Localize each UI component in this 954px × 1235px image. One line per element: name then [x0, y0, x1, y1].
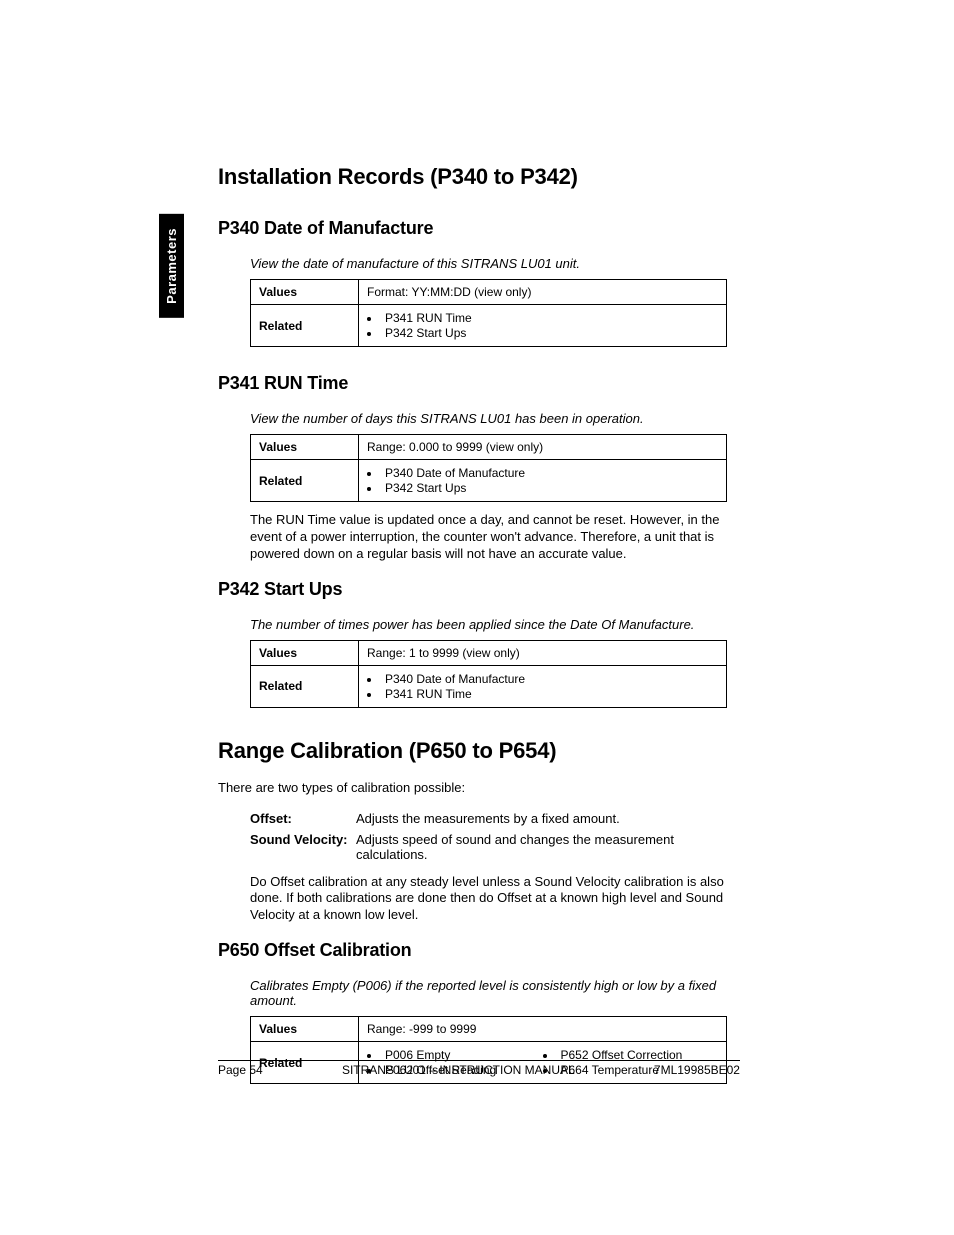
note-range: Do Offset calibration at any steady leve… [250, 874, 738, 925]
cell-label: Related [251, 460, 359, 502]
list-item: P341 RUN Time [381, 311, 718, 325]
cell-value: P340 Date of Manufacture P342 Start Ups [359, 460, 727, 502]
table-row: Values Format: YY:MM:DD (view only) [251, 280, 727, 305]
def-offset: Offset: Adjusts the measurements by a fi… [250, 811, 738, 826]
footer-page: Page 54 [218, 1063, 263, 1077]
table-row: Values Range: 1 to 9999 (view only) [251, 640, 727, 665]
heading-p650: P650 Offset Calibration [218, 940, 738, 961]
cell-value: Range: 0.000 to 9999 (view only) [359, 435, 727, 460]
cell-value: Range: 1 to 9999 (view only) [359, 640, 727, 665]
cell-label: Values [251, 435, 359, 460]
desc-p342: The number of times power has been appli… [250, 617, 738, 632]
cell-value: P341 RUN Time P342 Start Ups [359, 305, 727, 347]
cell-value: P340 Date of Manufacture P341 RUN Time [359, 665, 727, 707]
list-item: P340 Date of Manufacture [381, 466, 718, 480]
def-term: Offset: [250, 811, 356, 826]
section-heading-range: Range Calibration (P650 to P654) [218, 738, 738, 764]
table-row: Related P340 Date of Manufacture P341 RU… [251, 665, 727, 707]
def-sound-velocity: Sound Velocity: Adjusts speed of sound a… [250, 832, 738, 862]
table-row: Related P340 Date of Manufacture P342 St… [251, 460, 727, 502]
def-term: Sound Velocity: [250, 832, 356, 862]
table-p341: Values Range: 0.000 to 9999 (view only) … [250, 434, 727, 502]
cell-label: Values [251, 280, 359, 305]
list-item: P342 Start Ups [381, 481, 718, 495]
cell-label: Values [251, 1017, 359, 1042]
desc-p340: View the date of manufacture of this SIT… [250, 256, 738, 271]
cell-label: Related [251, 665, 359, 707]
footer-docnum: 7ML19985BE02 [654, 1063, 740, 1077]
table-row: Values Range: 0.000 to 9999 (view only) [251, 435, 727, 460]
table-row: Values Range: -999 to 9999 [251, 1017, 727, 1042]
table-row: Related P341 RUN Time P342 Start Ups [251, 305, 727, 347]
page-footer: Page 54 SITRANS LU01 – INSTRUCTION MANUA… [218, 1060, 740, 1077]
section-heading-installation: Installation Records (P340 to P342) [218, 164, 738, 190]
def-text: Adjusts speed of sound and changes the m… [356, 832, 738, 862]
cell-label: Related [251, 305, 359, 347]
side-tab-parameters: Parameters [159, 214, 184, 318]
cell-value: Range: -999 to 9999 [359, 1017, 727, 1042]
desc-p650: Calibrates Empty (P006) if the reported … [250, 978, 738, 1008]
heading-p340: P340 Date of Manufacture [218, 218, 738, 239]
table-p340: Values Format: YY:MM:DD (view only) Rela… [250, 279, 727, 347]
footer-title: SITRANS LU01 – INSTRUCTION MANUAL [342, 1063, 575, 1077]
cell-value: Format: YY:MM:DD (view only) [359, 280, 727, 305]
list-item: P342 Start Ups [381, 326, 718, 340]
table-p342: Values Range: 1 to 9999 (view only) Rela… [250, 640, 727, 708]
note-p341: The RUN Time value is updated once a day… [250, 512, 738, 563]
intro-range: There are two types of calibration possi… [218, 780, 738, 797]
def-text: Adjusts the measurements by a fixed amou… [356, 811, 620, 826]
list-item: P341 RUN Time [381, 687, 718, 701]
desc-p341: View the number of days this SITRANS LU0… [250, 411, 738, 426]
heading-p341: P341 RUN Time [218, 373, 738, 394]
cell-label: Values [251, 640, 359, 665]
list-item: P340 Date of Manufacture [381, 672, 718, 686]
page-content: Installation Records (P340 to P342) P340… [218, 164, 738, 1094]
heading-p342: P342 Start Ups [218, 579, 738, 600]
